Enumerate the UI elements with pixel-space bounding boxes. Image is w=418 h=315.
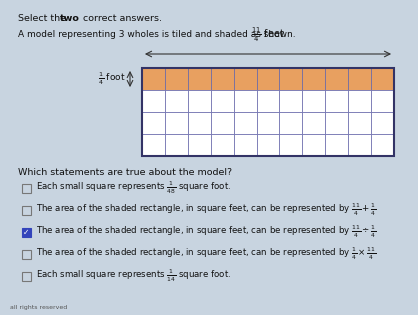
Bar <box>22 272 31 280</box>
Bar <box>325 68 348 90</box>
Bar <box>165 134 188 156</box>
Bar <box>211 134 234 156</box>
Bar <box>371 112 394 134</box>
Bar <box>302 112 325 134</box>
Bar <box>22 227 31 237</box>
Text: Each small square represents $\frac{1}{48}$ square foot.: Each small square represents $\frac{1}{4… <box>36 180 231 196</box>
Text: The area of the shaded rectangle, in square feet, can be represented by $\frac{1: The area of the shaded rectangle, in squ… <box>36 246 377 262</box>
Bar <box>280 68 302 90</box>
Text: correct answers.: correct answers. <box>80 14 162 23</box>
Text: A model representing 3 wholes is tiled and shaded as shown.: A model representing 3 wholes is tiled a… <box>18 30 296 39</box>
Bar <box>22 205 31 215</box>
Bar <box>371 134 394 156</box>
Bar <box>348 90 371 112</box>
Bar <box>280 134 302 156</box>
Bar <box>257 112 280 134</box>
Bar <box>22 184 31 192</box>
Bar <box>211 112 234 134</box>
Bar <box>142 68 165 90</box>
Bar <box>211 68 234 90</box>
Bar <box>371 90 394 112</box>
Bar <box>257 90 280 112</box>
Bar <box>280 112 302 134</box>
Text: ✓: ✓ <box>23 227 30 237</box>
Text: $\frac{1}{4}$ foot: $\frac{1}{4}$ foot <box>98 71 126 87</box>
Bar <box>188 68 211 90</box>
Bar <box>22 249 31 259</box>
Bar <box>211 90 234 112</box>
Bar <box>280 90 302 112</box>
Bar <box>302 134 325 156</box>
Bar <box>234 90 257 112</box>
Bar <box>188 112 211 134</box>
Bar <box>188 90 211 112</box>
Bar <box>234 134 257 156</box>
Text: all rights reserved: all rights reserved <box>10 305 67 310</box>
Text: The area of the shaded rectangle, in square feet, can be represented by $\frac{1: The area of the shaded rectangle, in squ… <box>36 224 377 240</box>
Bar <box>325 134 348 156</box>
Bar <box>325 90 348 112</box>
Bar <box>257 68 280 90</box>
Bar <box>165 68 188 90</box>
Bar <box>142 134 165 156</box>
Bar <box>188 134 211 156</box>
Text: two: two <box>60 14 80 23</box>
Bar <box>165 112 188 134</box>
Bar <box>302 90 325 112</box>
Bar <box>302 68 325 90</box>
Bar <box>348 134 371 156</box>
Text: Which statements are true about the model?: Which statements are true about the mode… <box>18 168 232 177</box>
Bar <box>234 68 257 90</box>
Bar <box>165 90 188 112</box>
Text: Select the: Select the <box>18 14 69 23</box>
Text: $\frac{11}{4}$ feet: $\frac{11}{4}$ feet <box>251 26 285 44</box>
Bar <box>142 90 165 112</box>
Bar <box>257 134 280 156</box>
Bar <box>348 68 371 90</box>
Bar <box>142 68 394 156</box>
Bar <box>325 112 348 134</box>
Bar <box>234 112 257 134</box>
Bar <box>142 112 165 134</box>
Text: Each small square represents $\frac{1}{14}$ square foot.: Each small square represents $\frac{1}{1… <box>36 268 231 284</box>
Text: The area of the shaded rectangle, in square feet, can be represented by $\frac{1: The area of the shaded rectangle, in squ… <box>36 202 377 218</box>
Bar <box>348 112 371 134</box>
Bar <box>371 68 394 90</box>
